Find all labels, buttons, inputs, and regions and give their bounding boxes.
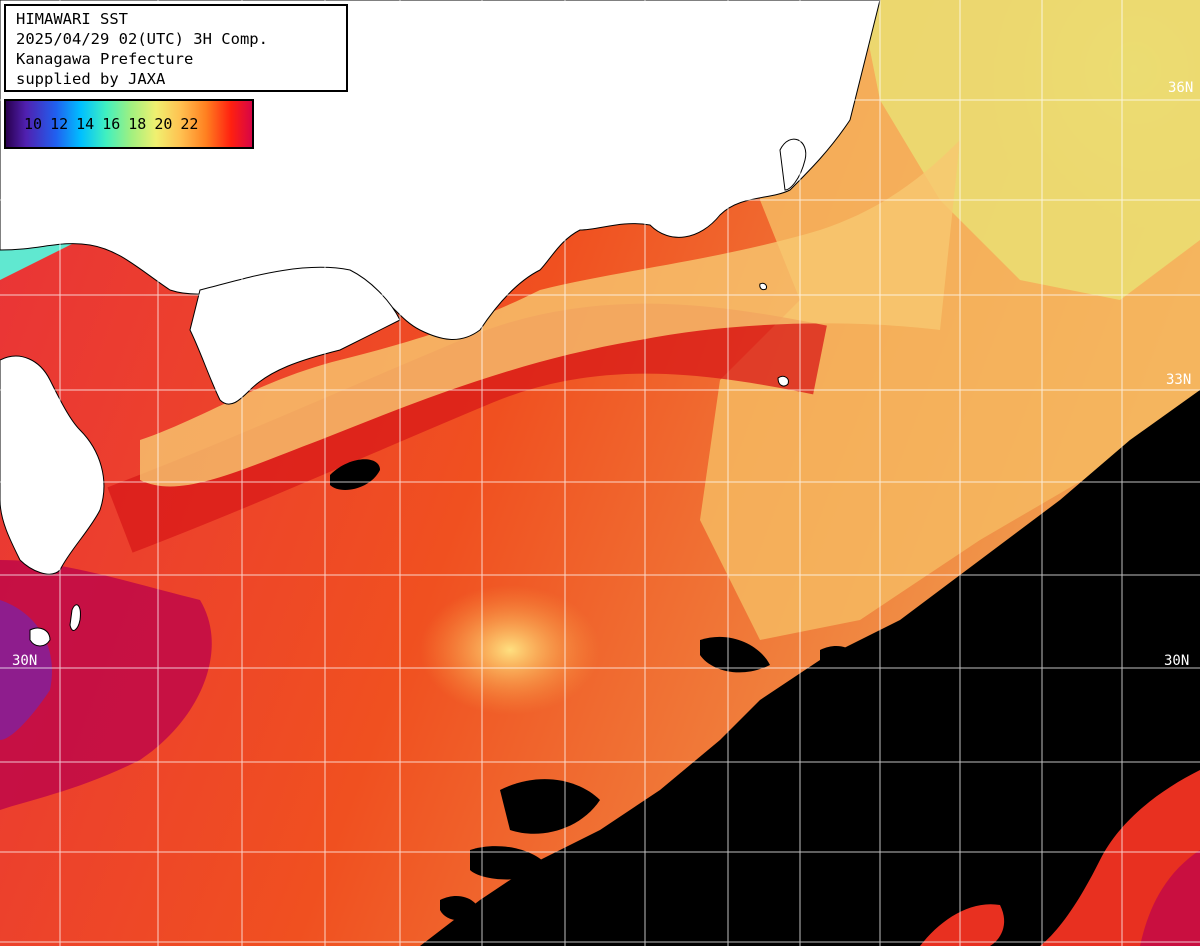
warm-eddy: [420, 585, 600, 715]
scale-gradient: [6, 101, 252, 147]
kyushu: [0, 355, 105, 575]
scale-tick: 14: [76, 115, 95, 133]
scale-tick: 20: [154, 115, 173, 133]
data-source: supplied by JAXA: [16, 70, 166, 88]
osumi-islands: [29, 627, 51, 647]
temperature-color-scale: 10 12 14 16 18 20 22: [4, 99, 254, 149]
scale-tick: 16: [102, 115, 121, 133]
product-title: HIMAWARI SST: [16, 10, 128, 28]
lat-label-30n-right: 30N: [1164, 653, 1190, 669]
scale-tick: 22: [180, 115, 199, 133]
lat-label-30n-left: 30N: [12, 653, 38, 669]
lat-label-36n: 36N: [1168, 80, 1194, 96]
lat-label-33n: 33N: [1166, 372, 1192, 388]
provider-prefecture: Kanagawa Prefecture: [16, 50, 194, 68]
scale-tick: 10: [24, 115, 43, 133]
scale-tick: 12: [50, 115, 69, 133]
info-header: HIMAWARI SST 2025/04/29 02(UTC) 3H Comp.…: [4, 4, 348, 92]
pale-water-east: [860, 0, 1200, 300]
observation-time: 2025/04/29 02(UTC) 3H Comp.: [16, 30, 268, 48]
coastal-band: [140, 140, 960, 487]
izu-boso: [779, 138, 807, 191]
warm-water-southwest: [0, 560, 212, 810]
scale-tick: 18: [128, 115, 147, 133]
hachijo-island: [777, 375, 789, 387]
scale-ticks: 10 12 14 16 18 20 22: [6, 101, 252, 147]
